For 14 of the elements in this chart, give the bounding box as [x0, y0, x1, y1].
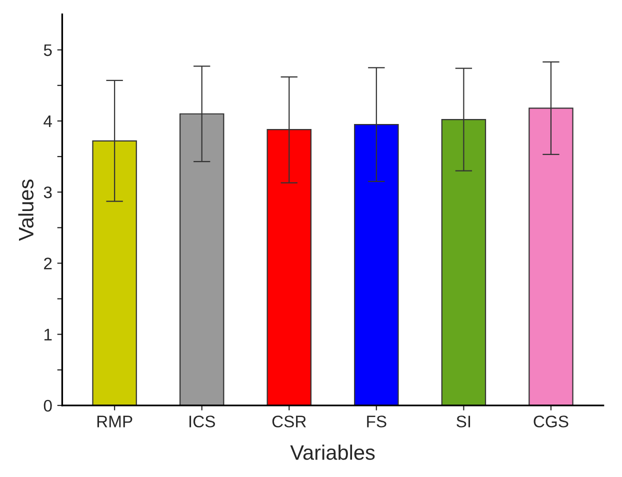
x-axis-title: Variables [290, 444, 375, 460]
y-tick-label: 3 [44, 186, 52, 198]
x-tick-label: RMP [97, 416, 132, 428]
x-tick-label: ICS [189, 416, 215, 428]
x-tick-label: CSR [272, 416, 306, 428]
x-tick-label: FS [367, 416, 386, 428]
x-tick-label: SI [456, 416, 470, 428]
y-tick-label: 4 [44, 116, 52, 128]
y-axis-title: Values [18, 180, 34, 241]
y-tick-label: 1 [44, 328, 52, 340]
y-tick-label: 0 [44, 400, 52, 412]
x-tick-label: CGS [534, 416, 568, 428]
y-tick-label: 5 [44, 44, 52, 56]
y-tick-label: 2 [44, 258, 52, 270]
